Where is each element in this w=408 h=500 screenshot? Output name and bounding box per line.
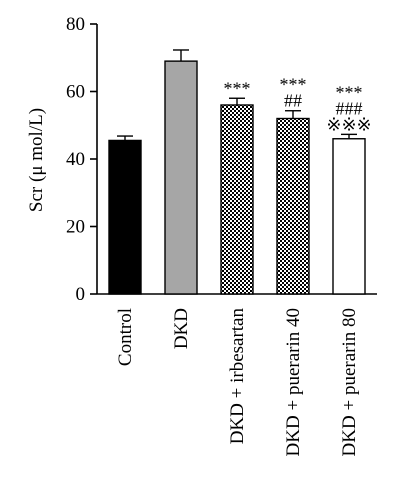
y-axis: 0 20 40 60 80 <box>66 14 98 305</box>
significance-label: *** <box>224 78 251 98</box>
significance-label: *** <box>280 75 307 95</box>
bar <box>332 138 366 295</box>
y-tick-label: 40 <box>66 149 85 170</box>
bar <box>108 139 142 295</box>
y-tick-label: 60 <box>66 82 85 103</box>
significance-label: ### <box>336 98 363 118</box>
y-tick-label: 20 <box>66 217 85 238</box>
y-tick-label: 80 <box>66 14 85 35</box>
significance-label: *** <box>336 82 363 102</box>
y-tick-label: 0 <box>76 284 86 305</box>
x-category-label: DKD + puerarin 80 <box>339 308 360 456</box>
x-category-label: Control <box>115 308 136 366</box>
bar <box>164 60 198 295</box>
significance-label: ※※※ <box>326 114 371 134</box>
bar <box>220 104 254 295</box>
y-axis-title: Scr (μ mol/L) <box>26 108 47 212</box>
x-category-label: DKD + irbesartan <box>227 308 248 445</box>
significance-label: ## <box>284 91 302 111</box>
bar <box>276 117 310 295</box>
x-category-label: DKD <box>171 308 192 349</box>
x-category-label: DKD + puerarin 40 <box>283 308 304 456</box>
